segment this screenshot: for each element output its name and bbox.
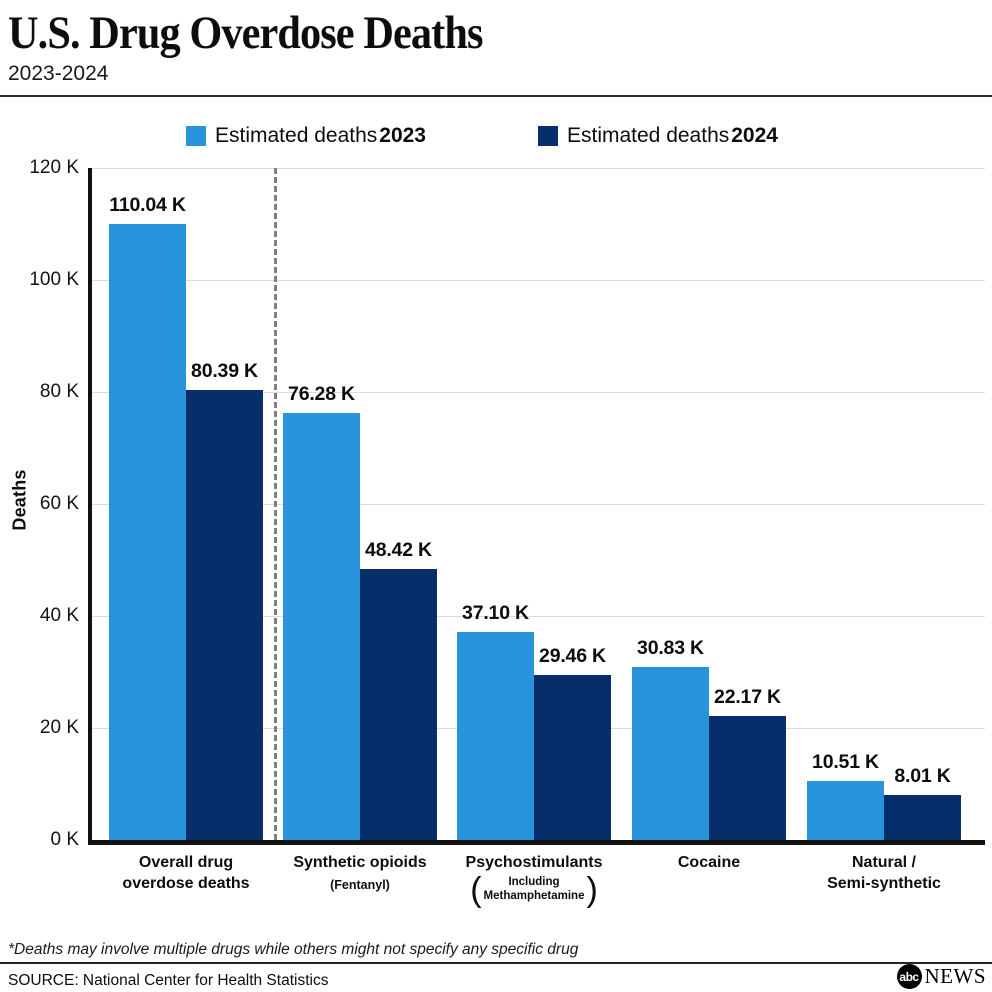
legend-item-2023: Estimated deaths2023 [186, 124, 426, 148]
bar-value-label: 76.28 K [288, 382, 355, 405]
bar-cocaine-2024 [709, 715, 786, 840]
x-axis-label-cocaine: Cocaine [677, 854, 741, 871]
bar-value-label: 37.10 K [462, 602, 529, 625]
header-divider [0, 95, 992, 97]
gridline [92, 392, 985, 393]
bar-group-natural-semi-synthetic: 10.51 K 8.01 K [807, 168, 961, 840]
bar-value-label: 110.04 K [109, 193, 186, 216]
gridline [92, 280, 985, 281]
bar-value-label: 48.42 K [365, 538, 432, 561]
bar-group-synthetic-opioids: 76.28 K 48.42 K [283, 168, 437, 840]
y-tick-label: 0 K [50, 829, 79, 850]
page-subtitle: 2023-2024 [8, 62, 109, 85]
bar-group-cocaine: 30.83 K 22.17 K [632, 168, 786, 840]
legend-label-2023: Estimated deaths2023 [215, 124, 426, 147]
bar-value-label: 29.46 K [539, 645, 606, 668]
bar-cocaine-2023 [632, 667, 709, 840]
footer-divider [0, 962, 992, 964]
abc-news-wordmark: NEWS [924, 964, 986, 988]
y-tick-label: 60 K [39, 493, 79, 514]
y-tick-label: 20 K [39, 717, 79, 738]
bar-value-label: 30.83 K [637, 637, 704, 660]
bar-value-label: 8.01 K [894, 765, 951, 788]
bar-value-label: 10.51 K [812, 751, 879, 774]
x-axis-label-natural-semi-synthetic: Natural / Semi-synthetic [827, 854, 941, 892]
plot-area: 110.04 K 80.39 K 76.28 K 48.42 K 37.10 K 29.4… [88, 168, 985, 845]
page-title: U.S. Drug Overdose Deaths [8, 7, 483, 59]
chart-legend: Estimated deaths2023 Estimated deaths202… [186, 124, 778, 148]
source: SOURCE: National Center for Health Stati… [8, 972, 329, 989]
bar-overall-drug-overdose-deaths-2024 [186, 389, 263, 840]
bar-psychostimulants-2023 [457, 632, 534, 840]
bar-psychostimulants-2024 [534, 675, 611, 840]
y-tick-label: 80 K [39, 381, 79, 402]
legend-swatch-2024-icon [537, 126, 558, 146]
y-tick-label: 100 K [29, 269, 79, 290]
x-axis-sublabel: (Including Methamphetamine) [470, 870, 598, 909]
bar-natural-semi-synthetic-2024 [884, 795, 961, 840]
category-separator-dashed-line [274, 168, 277, 840]
legend-item-2024: Estimated deaths2024 [537, 124, 778, 148]
bar-value-label: 22.17 K [714, 685, 781, 708]
bar-synthetic-opioids-2024 [360, 568, 437, 840]
y-tick-label: 40 K [39, 605, 79, 626]
x-axis-sublabel: (Fentanyl) [330, 877, 390, 892]
x-axis-label-synthetic-opioids: Synthetic opioids (Fentanyl) [293, 854, 427, 892]
bar-value-label: 80.39 K [191, 359, 258, 382]
bar-natural-semi-synthetic-2023 [807, 781, 884, 840]
bar-group-psychostimulants: 37.10 K 29.46 K [457, 168, 611, 840]
x-axis-label-overall-drug-overdose-deaths: Overall drug overdose deaths [122, 854, 250, 892]
gridline [92, 168, 985, 169]
gridline [92, 616, 985, 617]
legend-label-2024: Estimated deaths2024 [566, 124, 778, 147]
x-axis-label-psychostimulants: Psychostimulants(Including Methamphetamin… [465, 854, 603, 909]
footnote: *Deaths may involve multiple drugs while… [8, 941, 579, 958]
abc-logo-icon: abc [896, 964, 922, 989]
legend-swatch-2023-icon [186, 126, 206, 146]
y-tick-label: 120 K [29, 157, 79, 178]
bar-overall-drug-overdose-deaths-2023 [109, 223, 186, 840]
gridline [92, 504, 985, 505]
bar-synthetic-opioids-2023 [283, 412, 360, 840]
bar-group-overall-drug-overdose-deaths: 110.04 K 80.39 K [109, 168, 263, 840]
abc-news-logo: abc NEWS [896, 964, 987, 989]
